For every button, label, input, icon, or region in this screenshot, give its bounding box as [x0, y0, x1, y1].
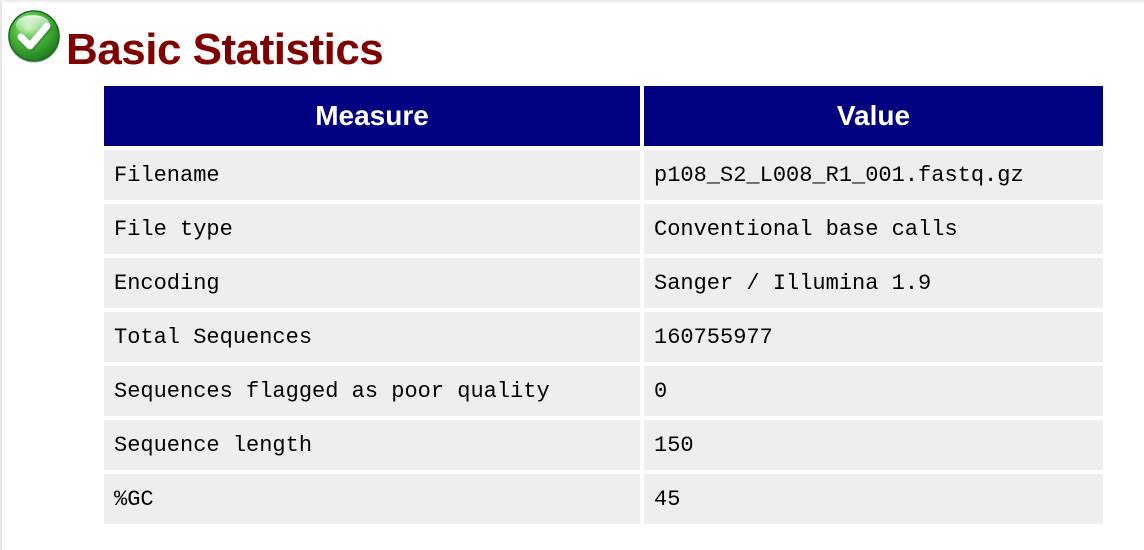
left-divider [0, 0, 2, 550]
measure-cell: Filename [104, 150, 640, 200]
column-header-measure: Measure [104, 86, 640, 146]
measure-cell: File type [104, 204, 640, 254]
measure-cell: Encoding [104, 258, 640, 308]
value-cell: 160755977 [644, 312, 1103, 362]
measure-cell: Total Sequences [104, 312, 640, 362]
measure-cell: Sequence length [104, 420, 640, 470]
module-title: Basic Statistics [66, 25, 384, 74]
table-row: File type Conventional base calls [104, 204, 1103, 254]
value-cell: 0 [644, 366, 1103, 416]
table-header-row: Measure Value [104, 86, 1103, 146]
pass-check-icon [8, 10, 60, 63]
table-row: %GC 45 [104, 474, 1103, 524]
table-row: Total Sequences 160755977 [104, 312, 1103, 362]
basic-statistics-table: Measure Value Filename p108_S2_L008_R1_0… [100, 82, 1107, 528]
top-divider [0, 0, 1144, 2]
value-cell: 150 [644, 420, 1103, 470]
column-header-value: Value [644, 86, 1103, 146]
table-row: Filename p108_S2_L008_R1_001.fastq.gz [104, 150, 1103, 200]
measure-cell: Sequences flagged as poor quality [104, 366, 640, 416]
measure-cell: %GC [104, 474, 640, 524]
table-row: Sequence length 150 [104, 420, 1103, 470]
table-row: Sequences flagged as poor quality 0 [104, 366, 1103, 416]
value-cell: 45 [644, 474, 1103, 524]
value-cell: Conventional base calls [644, 204, 1103, 254]
value-cell: Sanger / Illumina 1.9 [644, 258, 1103, 308]
value-cell: p108_S2_L008_R1_001.fastq.gz [644, 150, 1103, 200]
table-row: Encoding Sanger / Illumina 1.9 [104, 258, 1103, 308]
